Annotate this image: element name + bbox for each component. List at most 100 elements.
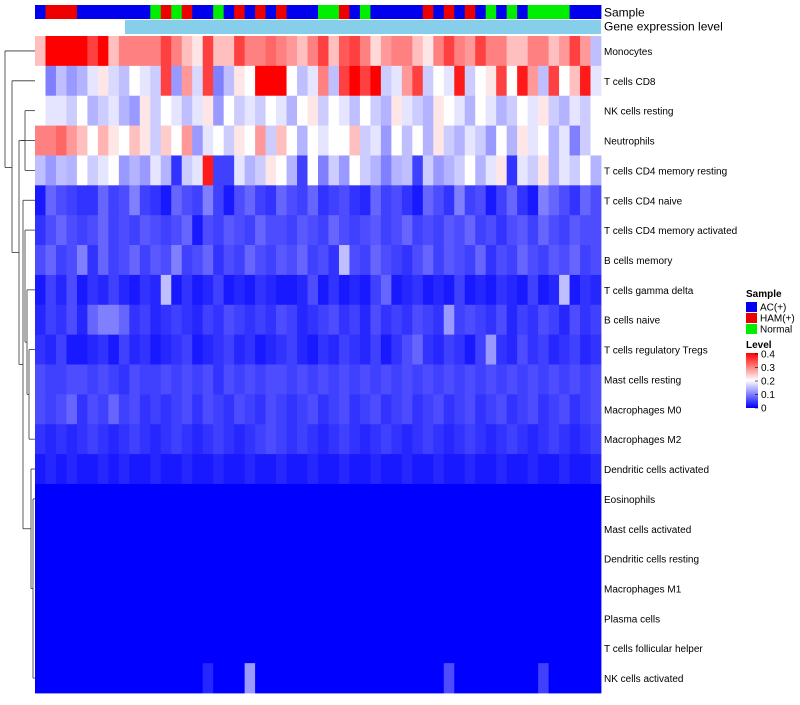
heatmap-cell bbox=[527, 36, 539, 67]
sample-cell-normal bbox=[506, 5, 518, 19]
heatmap-cell bbox=[213, 245, 225, 276]
heatmap-cell bbox=[475, 633, 487, 664]
heatmap-cell bbox=[87, 155, 99, 186]
sample-cell-ac bbox=[349, 5, 361, 19]
heatmap-cell bbox=[171, 573, 183, 604]
heatmap-cell bbox=[538, 95, 549, 126]
heatmap-cell bbox=[580, 274, 591, 306]
heatmap-cell bbox=[307, 125, 319, 156]
heatmap-cell bbox=[118, 334, 130, 365]
heatmap-cell bbox=[464, 334, 476, 365]
heatmap-cell bbox=[590, 65, 602, 97]
heatmap-cell bbox=[76, 36, 88, 67]
heatmap-cell bbox=[108, 36, 120, 67]
heatmap-cell bbox=[108, 95, 120, 126]
heatmap-cell bbox=[496, 633, 508, 664]
heatmap-cell bbox=[160, 394, 172, 425]
heatmap-cell bbox=[307, 483, 319, 515]
heatmap-cell bbox=[391, 185, 403, 216]
heatmap-cell bbox=[255, 454, 266, 485]
heatmap-cell bbox=[118, 543, 130, 574]
heatmap-cell bbox=[276, 155, 287, 186]
heatmap-cell bbox=[496, 603, 508, 634]
heatmap-cell bbox=[569, 454, 581, 485]
heatmap-cell bbox=[569, 185, 581, 216]
legend-label-ac: AC(+) bbox=[760, 303, 786, 314]
heatmap-cell bbox=[359, 215, 371, 246]
heatmap-cell bbox=[297, 36, 308, 67]
heatmap-cell bbox=[370, 304, 382, 336]
heatmap-cell bbox=[35, 334, 46, 365]
heatmap-cell bbox=[506, 125, 518, 156]
heatmap-cell bbox=[297, 633, 308, 664]
heatmap-cell bbox=[412, 483, 424, 515]
heatmap-cell bbox=[307, 95, 319, 126]
heatmap-cell bbox=[328, 274, 340, 306]
heatmap-cell bbox=[422, 36, 434, 67]
heatmap-cell bbox=[464, 185, 476, 216]
heatmap-cell bbox=[454, 543, 466, 574]
heatmap-cell bbox=[192, 95, 204, 126]
heatmap-cell bbox=[517, 304, 529, 336]
heatmap-cell bbox=[255, 185, 266, 216]
heatmap-cell bbox=[76, 155, 88, 186]
heatmap-cell bbox=[297, 603, 308, 634]
legend-label-ham: HAM(+) bbox=[760, 314, 795, 325]
heatmap-cell bbox=[559, 65, 570, 97]
heatmap-cell bbox=[401, 125, 413, 156]
heatmap-cell bbox=[97, 95, 109, 126]
heatmap-cell bbox=[55, 334, 67, 365]
heatmap-cell bbox=[506, 95, 518, 126]
heatmap-cell bbox=[485, 304, 497, 336]
sample-cell-ac bbox=[297, 5, 308, 19]
sample-cell-ac bbox=[244, 5, 256, 19]
heatmap-cell bbox=[422, 95, 434, 126]
heatmap-cell bbox=[129, 603, 141, 634]
heatmap-cell bbox=[276, 633, 287, 664]
heatmap-cell bbox=[307, 155, 319, 186]
heatmap-cell bbox=[223, 454, 235, 485]
heatmap-cell bbox=[422, 513, 434, 545]
heatmap-cell bbox=[160, 513, 172, 545]
sample-cell-ac bbox=[97, 5, 109, 19]
heatmap-cell bbox=[66, 95, 78, 126]
heatmap-cell bbox=[213, 95, 225, 126]
heatmap-cell bbox=[160, 304, 172, 336]
heatmap-cell bbox=[129, 185, 141, 216]
heatmap-cell bbox=[234, 573, 246, 604]
heatmap-cell bbox=[202, 394, 214, 425]
heatmap-cell bbox=[307, 65, 319, 97]
heatmap-cell bbox=[590, 304, 602, 336]
heatmap-cell bbox=[380, 394, 392, 425]
heatmap-cell bbox=[454, 454, 466, 485]
heatmap-cell bbox=[234, 603, 246, 634]
heatmap-cell bbox=[181, 95, 193, 126]
heatmap-cell bbox=[318, 573, 329, 604]
heatmap-cell bbox=[349, 245, 361, 276]
heatmap-cell bbox=[475, 304, 487, 336]
heatmap-cell bbox=[202, 364, 214, 395]
row-label: B cells naive bbox=[604, 316, 661, 327]
heatmap-cell bbox=[370, 573, 382, 604]
heatmap-cell bbox=[234, 454, 246, 485]
heatmap-cell bbox=[548, 185, 560, 216]
heatmap-cell bbox=[45, 155, 57, 186]
heatmap-cell bbox=[433, 633, 445, 664]
heatmap-cell bbox=[45, 274, 57, 306]
heatmap-cell bbox=[538, 245, 549, 276]
heatmap-cell bbox=[433, 334, 445, 365]
heatmap-cell bbox=[35, 394, 46, 425]
heatmap-cell bbox=[328, 483, 340, 515]
heatmap-cell bbox=[422, 125, 434, 156]
heatmap-cell bbox=[538, 483, 549, 515]
heatmap-cell bbox=[181, 65, 193, 97]
heatmap-cell bbox=[538, 513, 549, 545]
heatmap-cell bbox=[108, 454, 120, 485]
heatmap-cell bbox=[97, 304, 109, 336]
sample-cell-ham bbox=[66, 5, 78, 19]
heatmap-cell bbox=[108, 125, 120, 156]
heatmap-cell bbox=[150, 663, 162, 694]
heatmap-cell bbox=[213, 603, 225, 634]
heatmap-cell bbox=[45, 394, 57, 425]
heatmap-cell bbox=[454, 274, 466, 306]
